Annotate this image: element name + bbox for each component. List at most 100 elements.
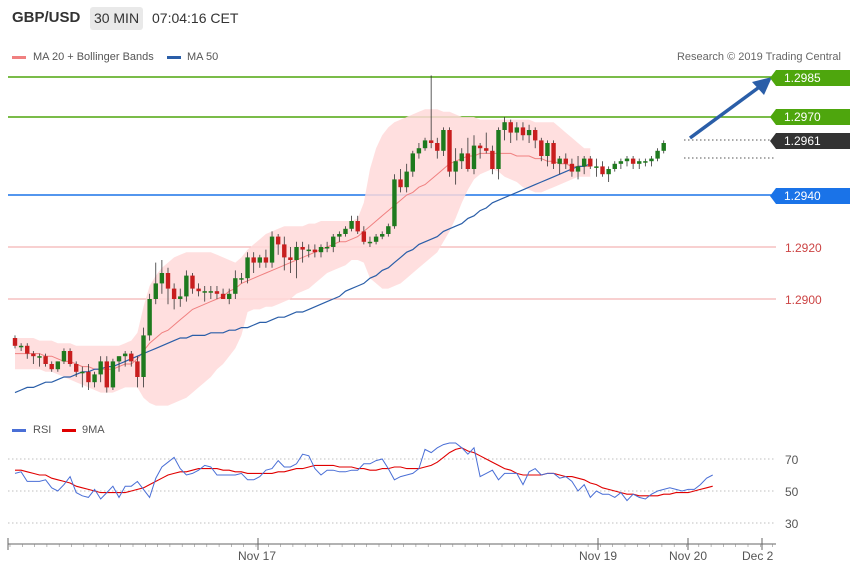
candle-34: [220, 288, 226, 299]
candle-body-down: [361, 231, 367, 242]
candle-23: [153, 262, 158, 305]
candle-body-down: [275, 236, 281, 245]
candle-body-up: [367, 241, 373, 244]
candle-body-up: [61, 351, 67, 362]
candle-body-up: [649, 158, 654, 162]
candle-71: [447, 127, 452, 177]
candle-body-up: [545, 143, 550, 156]
research-credit: Research © 2019 Trading Central: [676, 51, 841, 63]
candle-19: [129, 351, 134, 367]
candle-body-up: [306, 249, 311, 252]
candle-body-down: [288, 257, 293, 260]
candle-37: [239, 273, 244, 284]
candle-body-up: [337, 234, 342, 237]
rsi-line: [14, 442, 713, 502]
candle-2: [25, 343, 30, 359]
candle-27: [178, 288, 183, 307]
rsi-legend: RSI 9MA: [0, 422, 300, 438]
candle-body-down: [520, 127, 526, 136]
candle-49: [312, 244, 318, 258]
candle-41: [263, 249, 269, 268]
candle-62: [392, 174, 397, 229]
candle-60: [380, 231, 385, 240]
candle-body-up: [37, 356, 42, 358]
candle-65: [410, 150, 415, 177]
candle-body-down: [477, 145, 483, 149]
candle-38: [245, 252, 250, 284]
candle-body-up: [239, 278, 244, 280]
candle-20: [135, 356, 140, 388]
candle-73: [459, 148, 464, 169]
candle-body-down: [165, 273, 171, 289]
candle-89: [557, 156, 562, 175]
candle-76: [477, 143, 483, 159]
candle-body-up: [410, 153, 415, 172]
candle-67: [422, 137, 428, 151]
candle-90: [563, 153, 568, 169]
candle-10: [74, 361, 79, 377]
candle-body-down: [171, 288, 177, 299]
candle-body-down: [43, 356, 48, 364]
candle-45: [288, 247, 293, 273]
candle-body-up: [416, 148, 422, 154]
candle-body-down: [251, 257, 256, 263]
candle-26: [171, 283, 177, 310]
candle-body-down: [86, 371, 91, 383]
candle-86: [539, 137, 544, 162]
candle-46: [294, 241, 299, 279]
candle-30: [196, 283, 201, 297]
candle-5: [43, 353, 48, 367]
candle-body-up: [92, 374, 97, 383]
chart-header: GBP/USD 30 MIN 07:04:16 CET: [0, 0, 850, 38]
candles-group: [12, 75, 666, 393]
candle-24: [159, 260, 165, 294]
candle-body-up: [441, 130, 446, 151]
candle-75: [471, 135, 477, 175]
candle-body-up: [392, 179, 397, 227]
candle-93: [581, 156, 587, 175]
candle-35: [227, 288, 232, 305]
candle-body-up: [159, 273, 165, 284]
candle-102: [637, 158, 642, 169]
candle-body-down: [508, 122, 513, 133]
candle-43: [275, 234, 281, 255]
candle-body-down: [190, 275, 195, 289]
candle-body-up: [80, 371, 85, 374]
candle-104: [649, 156, 654, 167]
candle-84: [526, 124, 532, 143]
candle-77: [484, 132, 489, 154]
candle-body-down: [398, 179, 403, 188]
candle-body-up: [153, 283, 158, 299]
candle-body-down: [563, 158, 568, 164]
candle-body-up: [269, 236, 275, 263]
candle-body-up: [643, 161, 648, 163]
resistance-1-tag: 1.2970: [770, 109, 850, 125]
candle-7: [55, 361, 61, 372]
x-axis: [7, 538, 776, 550]
candle-body-down: [135, 361, 140, 377]
candle-body-down: [214, 291, 220, 294]
candle-85: [533, 127, 538, 149]
candle-87: [545, 140, 550, 167]
candle-21: [141, 327, 146, 388]
candle-body-up: [233, 278, 238, 294]
candle-64: [404, 163, 409, 193]
candle-body-up: [318, 247, 324, 253]
candle-54: [343, 226, 348, 237]
candle-body-up: [98, 361, 103, 375]
candle-91: [569, 158, 575, 177]
candle-body-up: [422, 140, 428, 149]
forecast-arrow-shaft: [688, 86, 760, 140]
candle-1: [18, 343, 24, 351]
candle-101: [630, 156, 636, 169]
timeframe-badge[interactable]: 30 MIN: [90, 7, 143, 30]
candle-53: [337, 231, 342, 242]
candle-32: [208, 286, 214, 299]
candle-body-down: [490, 150, 495, 169]
candle-4: [37, 353, 42, 367]
rsi-ma-swatch-icon: [62, 429, 76, 432]
candle-body-up: [208, 291, 214, 293]
candle-70: [441, 127, 446, 156]
candle-96: [600, 161, 605, 177]
